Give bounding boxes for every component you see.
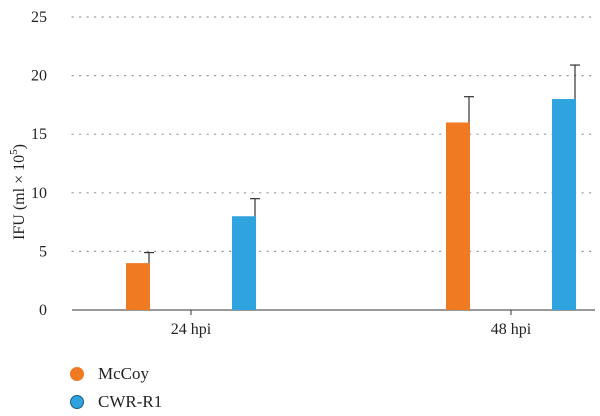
y-tick-label-5: 5 — [39, 243, 47, 260]
y-tick-label-0: 0 — [39, 302, 47, 319]
y-tick-label-10: 10 — [31, 185, 47, 202]
y-axis-label-superscript: 5 — [8, 149, 20, 155]
y-axis-label: IFU (ml × 105) — [8, 144, 28, 240]
x-tick-label-1: 48 hpi — [491, 321, 532, 338]
y-tick-label-25: 25 — [31, 9, 47, 26]
x-tick-labels: 24 hpi 48 hpi — [171, 310, 532, 338]
legend: McCoy CWR-R1 — [70, 360, 162, 416]
legend-item-mccoy: McCoy — [70, 360, 162, 388]
bars — [126, 64, 580, 310]
legend-item-cwr-r1: CWR-R1 — [70, 388, 162, 416]
bar-mccoy-0 — [126, 263, 150, 310]
bar-cwr-r1-1 — [552, 99, 576, 310]
grid-lines — [71, 16, 596, 252]
y-tick-label-20: 20 — [31, 68, 47, 85]
legend-label-cwr-r1: CWR-R1 — [98, 392, 163, 411]
y-tick-label-15: 15 — [31, 126, 47, 143]
bar-cwr-r1-0 — [232, 216, 256, 310]
legend-swatch-mccoy — [70, 367, 84, 381]
y-axis-label-close: ) — [11, 144, 28, 149]
y-tick-labels: 0 5 10 15 20 25 — [31, 9, 47, 319]
legend-swatch-cwr-r1 — [70, 395, 84, 409]
y-axis-label-text: IFU (ml × 10 — [11, 155, 28, 240]
legend-label-mccoy: McCoy — [98, 364, 149, 383]
bar-mccoy-1 — [446, 122, 470, 310]
x-tick-label-0: 24 hpi — [171, 321, 212, 338]
